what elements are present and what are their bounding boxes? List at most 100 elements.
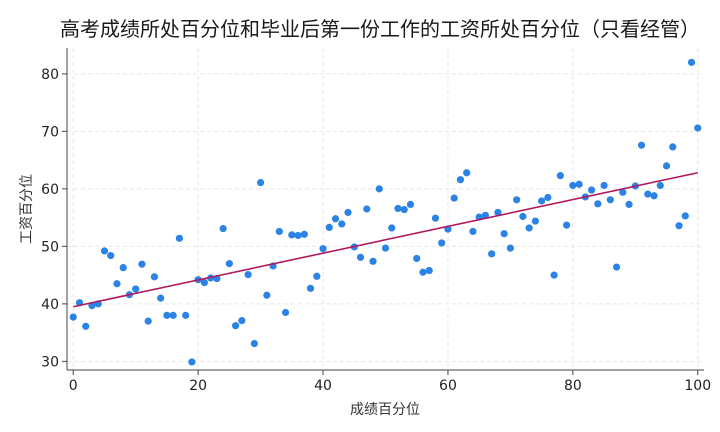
- data-point: [644, 190, 652, 198]
- y-axis-label: 工资百分位: [19, 174, 35, 244]
- data-point: [569, 181, 577, 190]
- data-point: [469, 227, 477, 236]
- data-point: [400, 205, 408, 214]
- data-point: [138, 260, 146, 268]
- data-point: [182, 311, 190, 319]
- x-tick-label: 20: [189, 378, 207, 394]
- data-point: [575, 180, 583, 188]
- data-point: [169, 311, 177, 319]
- data-point: [625, 200, 633, 208]
- data-point: [419, 268, 427, 276]
- data-point: [250, 339, 258, 348]
- data-point: [300, 230, 308, 238]
- data-point: [294, 231, 302, 240]
- data-point: [238, 316, 246, 325]
- data-point: [637, 141, 646, 149]
- data-point: [381, 244, 390, 252]
- data-point: [157, 294, 165, 302]
- x-tick-label: 60: [439, 378, 457, 394]
- data-point: [463, 169, 471, 177]
- x-tick-label: 40: [314, 378, 332, 394]
- y-tick-label: 50: [41, 239, 59, 255]
- data-point: [594, 200, 602, 208]
- data-point: [556, 172, 564, 180]
- data-point: [331, 215, 340, 223]
- data-point: [144, 317, 152, 325]
- data-point: [681, 212, 689, 220]
- data-point: [600, 181, 608, 190]
- data-point: [413, 254, 421, 263]
- data-point: [344, 208, 352, 217]
- data-point: [612, 263, 621, 271]
- data-point: [506, 244, 515, 252]
- data-point: [225, 260, 233, 268]
- data-point: [150, 273, 159, 281]
- data-point: [244, 270, 252, 279]
- data-point: [113, 280, 121, 288]
- data-point: [587, 186, 596, 194]
- data-point: [450, 194, 458, 202]
- data-point: [606, 196, 614, 204]
- data-point: [219, 224, 227, 233]
- data-point: [531, 217, 539, 225]
- data-point: [656, 181, 664, 190]
- data-point: [406, 200, 415, 208]
- data-point: [494, 208, 502, 217]
- data-point: [550, 271, 558, 279]
- data-point: [119, 264, 127, 272]
- data-point: [438, 239, 446, 247]
- data-point: [107, 251, 115, 260]
- x-ticks: 0 20 40 60 80 100: [69, 370, 711, 394]
- data-point: [306, 284, 315, 292]
- data-point: [200, 279, 208, 287]
- x-tick-label: 80: [564, 378, 582, 394]
- data-point: [388, 224, 396, 232]
- data-point: [369, 257, 377, 265]
- data-point: [288, 231, 296, 239]
- data-point: [82, 322, 90, 330]
- gridlines: [67, 48, 704, 370]
- data-point: [687, 58, 696, 66]
- data-point: [363, 205, 371, 213]
- data-point: [563, 221, 571, 229]
- data-point: [431, 214, 440, 222]
- data-point: [456, 176, 465, 184]
- fit-line: [73, 171, 698, 308]
- data-point: [313, 272, 321, 280]
- data-point: [356, 253, 365, 261]
- y-ticks: 30 40 50 60 70 80: [41, 67, 67, 370]
- data-point: [163, 311, 171, 319]
- data-point: [669, 143, 677, 151]
- data-point: [425, 266, 433, 275]
- data-point: [232, 322, 240, 330]
- x-tick-label: 100: [684, 378, 711, 394]
- y-tick-label: 40: [41, 297, 59, 313]
- data-points: [69, 58, 702, 366]
- data-point: [281, 308, 290, 317]
- data-point: [538, 197, 546, 205]
- data-point: [188, 358, 196, 366]
- data-point: [488, 250, 496, 258]
- y-tick-label: 70: [41, 124, 59, 140]
- data-point: [375, 185, 383, 193]
- data-point: [275, 227, 283, 236]
- chart-title: 高考成绩所处百分位和毕业后第一份工作的工资所处百分位（只看经管）: [60, 17, 700, 41]
- x-tick-label: 0: [69, 378, 78, 394]
- axes: [66, 48, 704, 371]
- y-tick-label: 30: [41, 354, 59, 370]
- data-point: [619, 188, 627, 196]
- data-point: [256, 178, 265, 187]
- data-point: [100, 247, 109, 255]
- data-point: [544, 193, 552, 202]
- data-point: [650, 192, 658, 200]
- data-point: [132, 285, 140, 293]
- data-point: [175, 234, 184, 242]
- data-point: [69, 313, 77, 321]
- data-point: [519, 212, 527, 221]
- y-tick-label: 60: [41, 182, 59, 198]
- data-point: [513, 196, 521, 204]
- data-point: [325, 223, 333, 231]
- data-point: [394, 204, 402, 213]
- data-point: [319, 245, 327, 253]
